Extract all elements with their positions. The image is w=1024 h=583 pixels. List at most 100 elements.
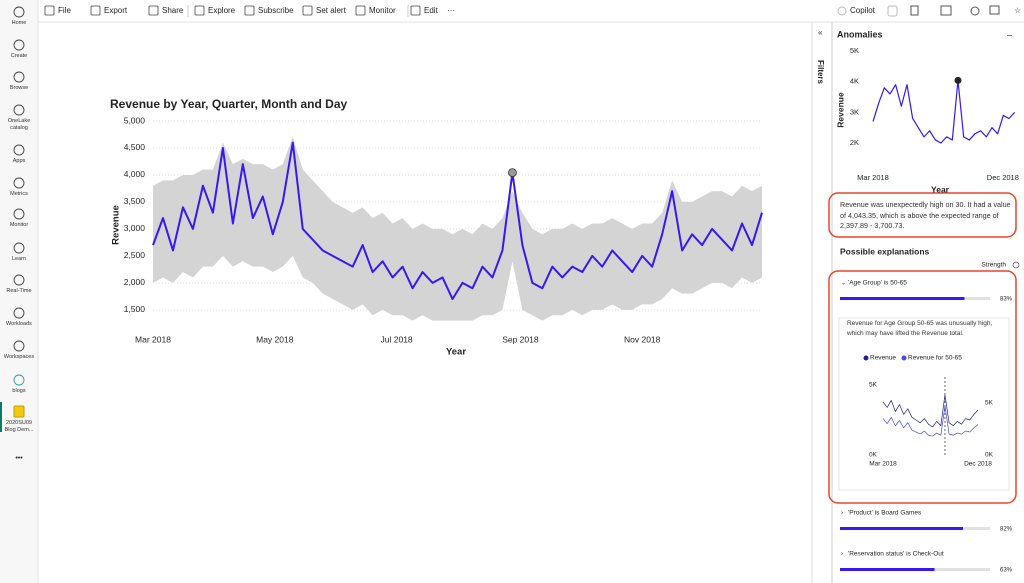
nav-icon[interactable]: [13, 340, 25, 352]
y-tick-label: 4,500: [124, 142, 146, 152]
copilot[interactable]: Copilot: [850, 6, 876, 15]
nav-icon[interactable]: [13, 307, 25, 319]
chevron[interactable]: ›: [841, 511, 843, 517]
comment-icon[interactable]: [989, 5, 1000, 15]
strength-bar: [840, 297, 965, 300]
nav-icon[interactable]: [13, 104, 25, 116]
factor-label[interactable]: 'Age Group' is 50-65: [848, 280, 907, 287]
x-axis-title: Year: [931, 184, 950, 194]
nav-icon[interactable]: [13, 374, 25, 386]
nav-label[interactable]: Workloads: [6, 321, 32, 327]
summary-highlight: [828, 192, 1017, 238]
strength-bar: [840, 568, 935, 571]
y-axis-title: Revenue: [835, 92, 845, 128]
toolbar-icon: [410, 5, 421, 16]
nav-label[interactable]: Create: [10, 53, 28, 59]
legend-swatch: [901, 355, 907, 361]
nav-label[interactable]: OneLake catalog: [7, 118, 31, 131]
nav-label[interactable]: 2020SU09 Blog Dem...: [4, 420, 34, 433]
nav-icon[interactable]: [13, 405, 25, 418]
y-tick-label: 3K: [850, 107, 859, 116]
nav-icon[interactable]: [13, 242, 25, 254]
reset-icon[interactable]: [887, 5, 898, 17]
refresh-icon[interactable]: [970, 6, 980, 16]
y-tick-label: 2K: [850, 138, 859, 147]
copilot-icon: [837, 6, 847, 16]
y-tick-label: 5K: [869, 382, 878, 389]
collapse-icon[interactable]: «: [818, 28, 823, 37]
chevron[interactable]: ⌄: [841, 281, 846, 287]
y-tick-label: 3,000: [124, 223, 146, 233]
expected-range: [153, 137, 762, 321]
toolbar-button[interactable]: Edit: [424, 6, 438, 15]
nav-label[interactable]: Browse: [9, 85, 29, 91]
star-icon[interactable]: ☆: [1014, 6, 1021, 15]
legend-swatch: [863, 355, 869, 361]
nav-label[interactable]: Apps: [12, 158, 26, 164]
toolbar-icon: [244, 5, 255, 16]
toolbar-button[interactable]: Subscribe: [258, 6, 294, 15]
strength-label: 63%: [1000, 568, 1013, 574]
nav-label[interactable]: Workspaces: [3, 354, 35, 360]
y-tick-label: 0K: [869, 452, 878, 459]
toolbar-icon: [90, 5, 101, 16]
nav-icon[interactable]: [13, 39, 25, 51]
anomaly-point[interactable]: [954, 76, 962, 84]
nav-label[interactable]: blogs: [12, 388, 26, 394]
toolbar-button[interactable]: Share: [162, 6, 184, 15]
pane-title: Anomalies: [837, 29, 883, 39]
toolbar-button[interactable]: Export: [104, 6, 128, 15]
y-tick-label: 1,500: [124, 304, 146, 314]
nav-label[interactable]: Learn: [11, 256, 27, 262]
bookmark-icon[interactable]: [910, 5, 919, 16]
y-tick-label: 2,500: [124, 250, 146, 260]
toolbar-icon: [148, 5, 159, 16]
y-tick-label: 5K: [850, 46, 859, 55]
y-tick-label: 4K: [850, 77, 859, 86]
toolbar-more[interactable]: ···: [447, 6, 455, 15]
filters-label[interactable]: Filters: [816, 60, 825, 85]
toolbar-icon: [302, 5, 313, 16]
x-tick-label: Mar 2018: [135, 334, 171, 344]
pane-minimize[interactable]: –: [1007, 29, 1012, 39]
x-tick-label: Jul 2018: [381, 334, 413, 344]
toolbar-button[interactable]: Monitor: [369, 6, 396, 15]
toolbar-icon: [44, 5, 55, 16]
series-line: [882, 405, 979, 437]
factor-label[interactable]: 'Product' is Board Games: [848, 510, 922, 517]
nav-label[interactable]: Monitor: [9, 222, 29, 228]
toolbar-button[interactable]: Explore: [208, 6, 236, 15]
strength-title: Strength: [981, 262, 1006, 269]
nav-icon[interactable]: [13, 6, 25, 18]
toolbar-button[interactable]: File: [58, 6, 71, 15]
chevron[interactable]: ›: [841, 552, 843, 558]
nav-label[interactable]: Home: [11, 20, 27, 26]
nav-icon[interactable]: [13, 71, 25, 83]
series-line: [872, 79, 1016, 144]
nav-icon[interactable]: [13, 177, 25, 189]
nav-icon[interactable]: [13, 274, 25, 286]
legend-label: Revenue for 50-65: [908, 355, 962, 362]
view-icon[interactable]: [940, 5, 952, 16]
factor-label[interactable]: 'Reservation status' is Check-Out: [848, 551, 944, 558]
nav-label[interactable]: Real-Time: [6, 288, 32, 294]
nav-icon[interactable]: [13, 144, 25, 156]
info-icon[interactable]: [1012, 261, 1020, 269]
x-tick-label: Dec 2018: [964, 461, 992, 468]
factor-highlight: [828, 270, 1017, 504]
toolbar-button[interactable]: Set alert: [316, 6, 346, 15]
y-tick-label: 2,000: [124, 277, 146, 287]
anomaly-point[interactable]: [508, 168, 517, 178]
legend-label: Revenue: [870, 355, 896, 362]
nav-icon[interactable]: [13, 208, 25, 220]
nav-label[interactable]: Metrics: [10, 191, 28, 197]
factor-detail: Revenue for Age Group 50-65 was unusuall…: [847, 320, 993, 337]
toolbar-icon: [194, 5, 205, 16]
y-tick-label: 5K: [985, 399, 994, 406]
strength-bar: [840, 527, 963, 530]
x-axis-title: Year: [446, 347, 466, 358]
nav-more[interactable]: •••: [15, 455, 23, 462]
y-tick-label: 5,000: [124, 115, 146, 125]
